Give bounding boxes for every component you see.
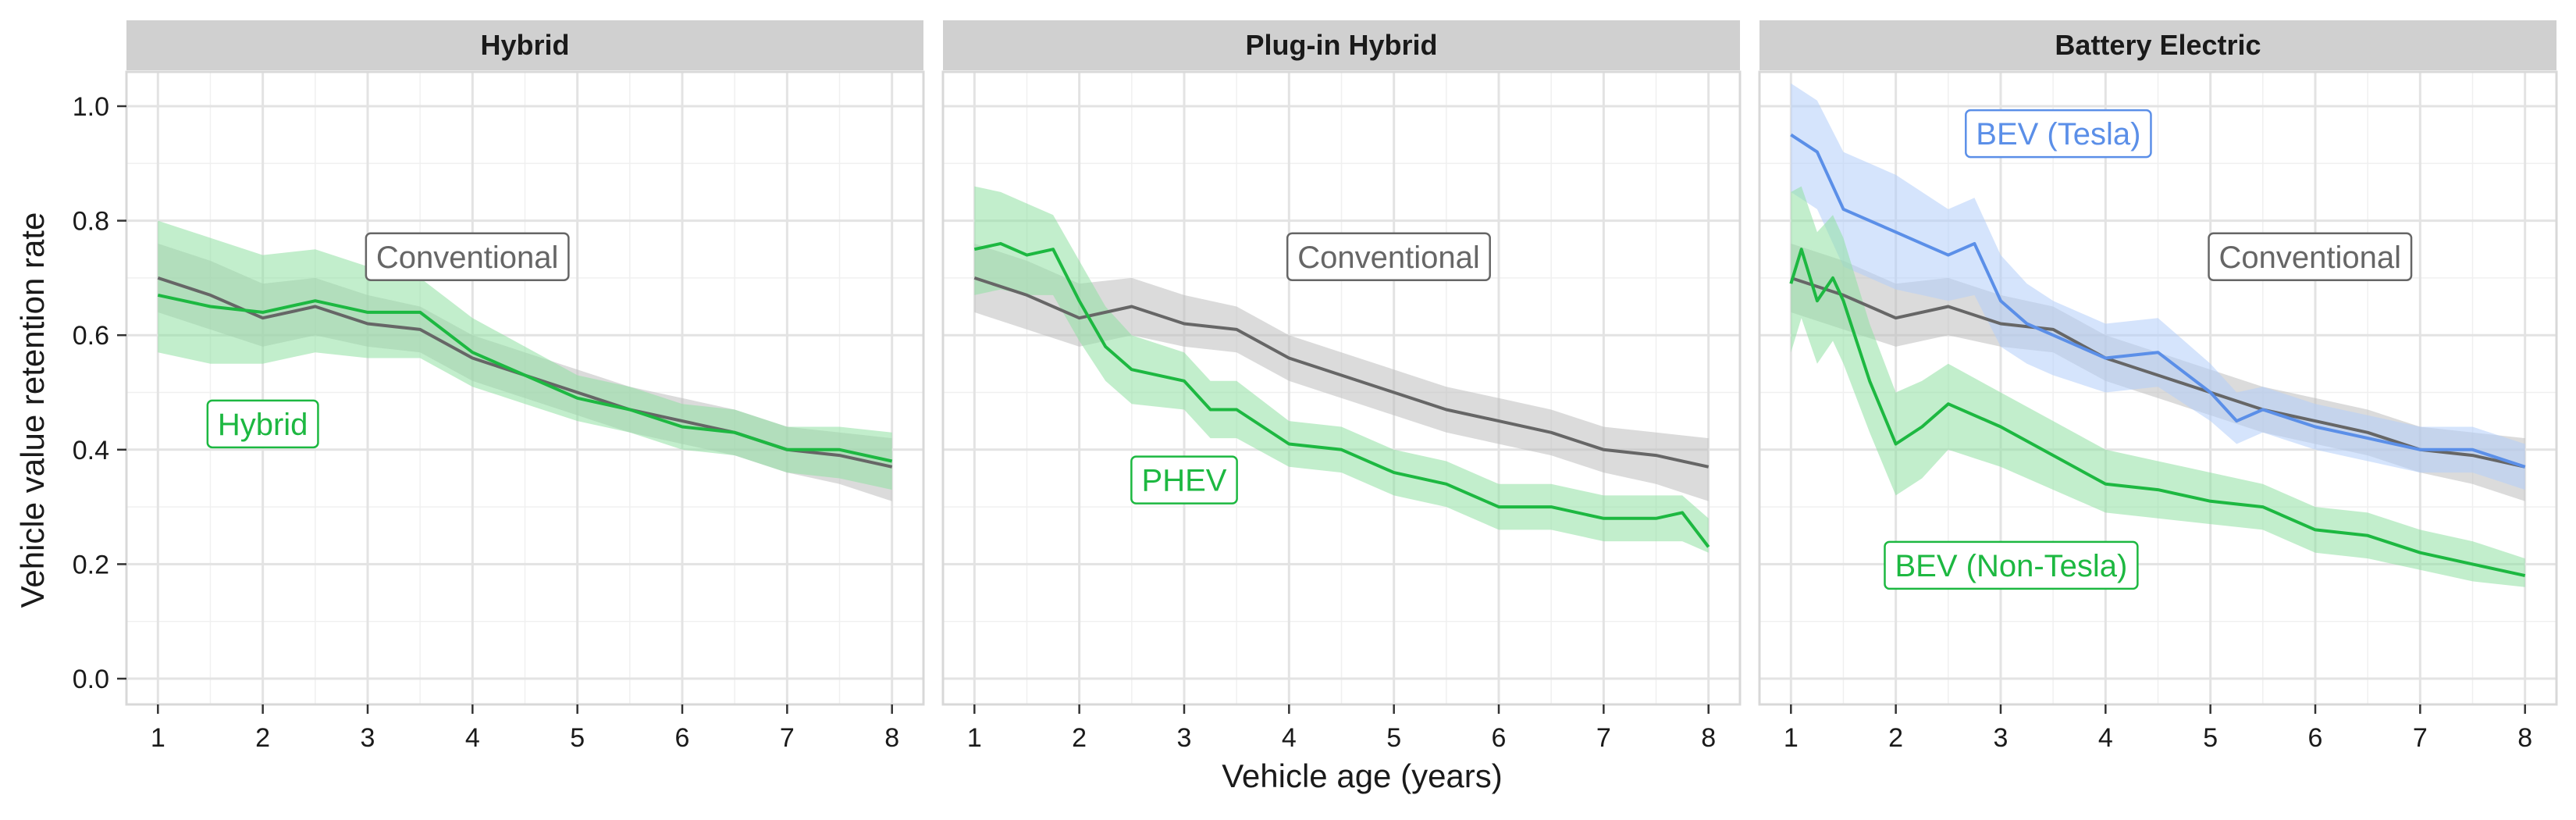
y-tick-label: 0.6	[73, 321, 109, 351]
series-line	[973, 276, 1710, 469]
series-label-text: BEV (Non-Tesla)	[1895, 549, 2127, 583]
panel-strip	[126, 20, 923, 70]
x-tick-label: 1	[967, 723, 982, 753]
series-label: Hybrid	[206, 399, 319, 449]
series-label-box	[2208, 232, 2413, 282]
panel-strip	[1759, 20, 2556, 70]
series-line	[973, 241, 1710, 548]
y-tick-label: 0.8	[73, 207, 109, 237]
x-tick-label: 5	[2203, 723, 2218, 753]
y-axis-title: Vehicle value retention rate	[14, 212, 51, 608]
series-label-text: Hybrid	[218, 408, 308, 442]
x-tick-label: 2	[1072, 723, 1087, 753]
confidence-band	[974, 186, 1709, 553]
y-tick-label: 1.0	[73, 92, 109, 122]
x-tick-label: 1	[1784, 723, 1799, 753]
x-axis: 1 2 3 4 5 6 7 8	[151, 704, 899, 753]
x-axis: 1 2 3 4 5 6 7 8	[967, 704, 1716, 753]
x-tick-label: 8	[884, 723, 899, 753]
series-line	[1790, 133, 2526, 469]
series-label: PHEV	[1130, 455, 1238, 504]
y-tick-label: 0.2	[73, 550, 109, 579]
panel-strip	[943, 20, 1740, 70]
series-label: BEV (Tesla)	[1965, 109, 2152, 159]
series-label-box	[206, 399, 319, 449]
panel-title: Battery Electric	[2055, 29, 2261, 61]
series-label-text: Conventional	[2219, 241, 2402, 275]
series-label-box	[1965, 109, 2152, 159]
series-label-box	[1884, 540, 2139, 590]
series-label-box	[365, 232, 570, 282]
confidence-band	[158, 220, 892, 490]
x-tick-label: 3	[1994, 723, 2008, 753]
series-line	[1789, 248, 2526, 578]
series-label-box	[1286, 232, 1491, 282]
x-tick-label: 7	[1596, 723, 1611, 753]
panel-1: Plug-in Hybrid Conventional PHEV 1 2 3 4 5 6 7 8	[941, 20, 1742, 753]
x-tick-label: 6	[2308, 723, 2323, 753]
x-tick-label: 7	[2413, 723, 2428, 753]
panel-border	[1758, 70, 2558, 706]
series-label: BEV (Non-Tesla)	[1884, 540, 2139, 590]
panel-title: Hybrid	[480, 29, 569, 61]
series-label: Conventional	[2208, 232, 2413, 282]
panel-2: Battery Electric BEV (Tesla) Conventional B…	[1758, 20, 2558, 753]
x-tick-label: 5	[570, 723, 585, 753]
series-label-text: PHEV	[1142, 464, 1227, 498]
confidence-band	[974, 243, 1709, 501]
series-label: Conventional	[1286, 232, 1491, 282]
x-tick-label: 4	[1282, 723, 1297, 753]
x-tick-label: 4	[2098, 723, 2113, 753]
y-tick-label: 0.0	[73, 665, 109, 694]
x-axis: 1 2 3 4 5 6 7 8	[1784, 704, 2532, 753]
gridlines	[943, 72, 1740, 704]
confidence-band	[1791, 186, 2525, 587]
x-tick-label: 5	[1386, 723, 1401, 753]
x-tick-label: 7	[780, 723, 795, 753]
panel-border	[125, 70, 925, 706]
series-label-text: BEV (Tesla)	[1976, 117, 2140, 152]
x-axis-title: Vehicle age (years)	[1222, 758, 1503, 794]
series-label-text: Conventional	[1297, 241, 1480, 275]
series-label-box	[1130, 455, 1238, 504]
x-tick-label: 6	[675, 723, 690, 753]
x-tick-label: 1	[151, 723, 165, 753]
series-line	[1790, 276, 2526, 469]
series-label-text: Conventional	[376, 241, 559, 275]
x-tick-label: 6	[1492, 723, 1507, 753]
series-line	[157, 293, 893, 463]
series-label: Conventional	[365, 232, 570, 282]
panel-title: Plug-in Hybrid	[1246, 29, 1438, 61]
x-tick-label: 2	[1888, 723, 1903, 753]
gridlines	[126, 72, 923, 704]
x-tick-label: 3	[1177, 723, 1192, 753]
y-axis: 0.0 0.2 0.4 0.6 0.8 1.0	[73, 92, 126, 694]
x-tick-label: 2	[255, 723, 270, 753]
x-tick-label: 8	[2517, 723, 2532, 753]
panel-border	[941, 70, 1742, 706]
x-tick-label: 8	[1701, 723, 1716, 753]
x-tick-label: 3	[361, 723, 375, 753]
y-tick-label: 0.4	[73, 436, 109, 465]
x-tick-label: 4	[465, 723, 480, 753]
